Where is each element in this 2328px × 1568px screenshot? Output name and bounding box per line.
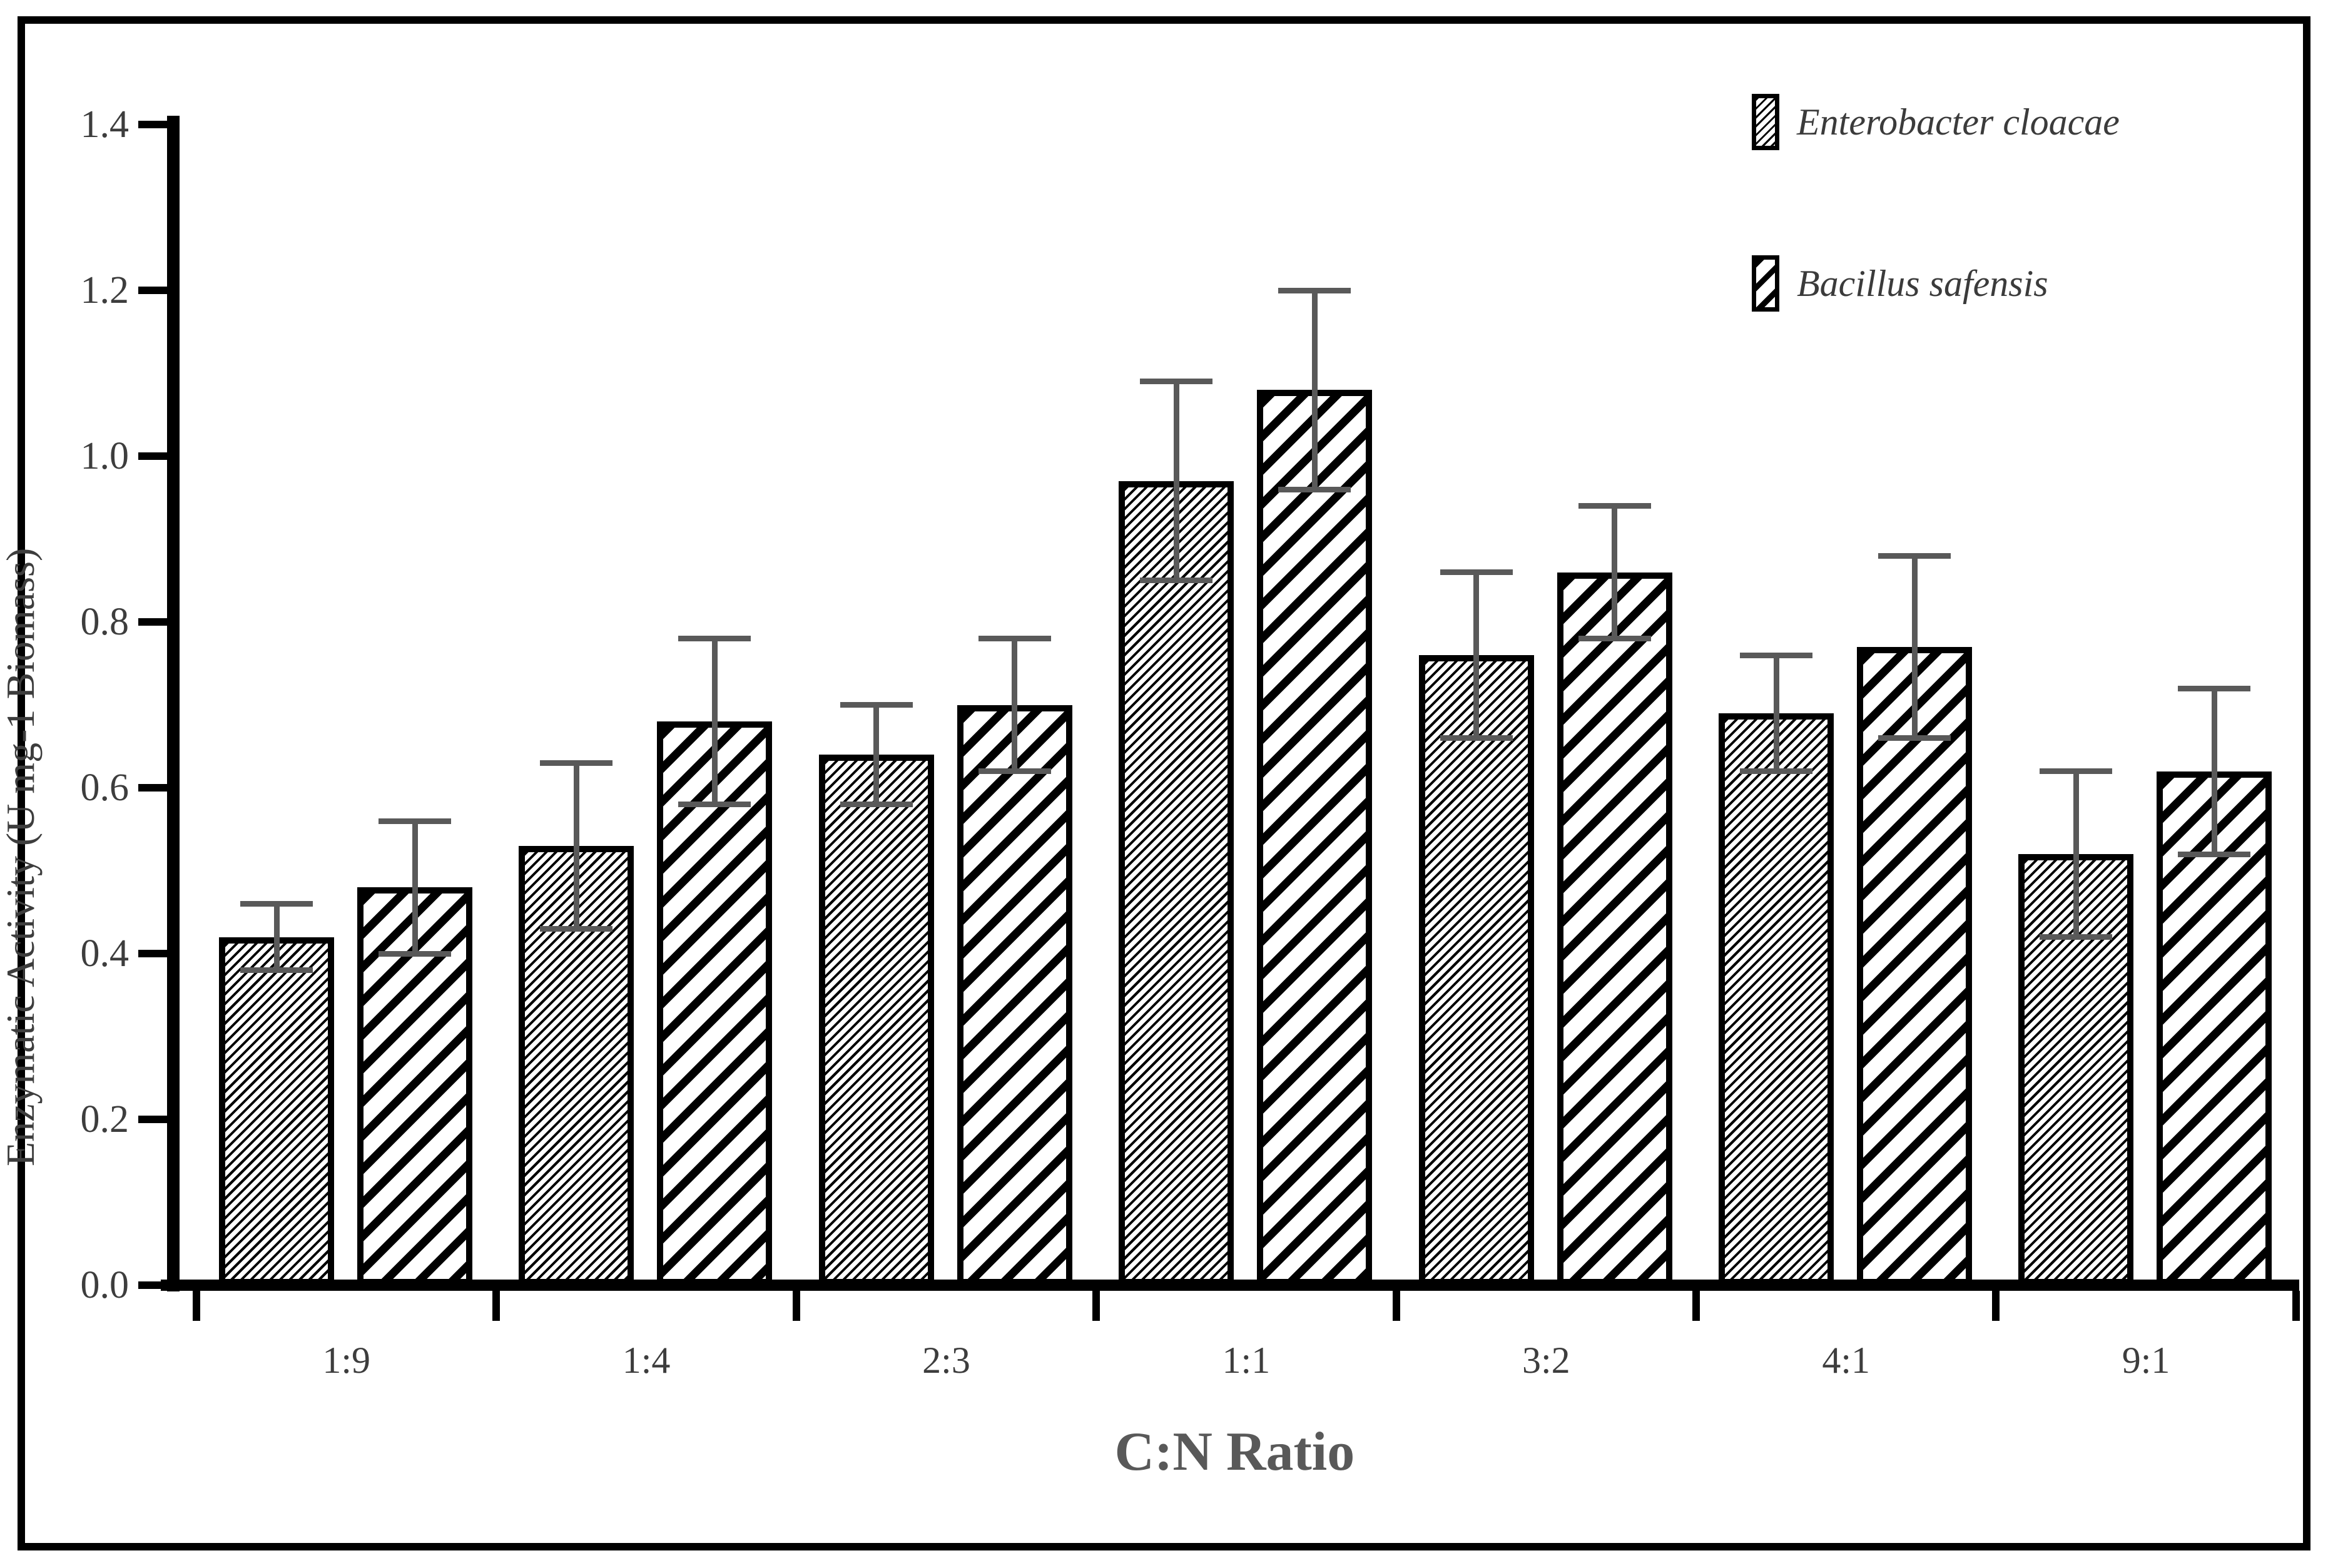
error-bar-cap xyxy=(978,768,1051,774)
bar-bacillus-4-1 xyxy=(1857,646,1972,1285)
x-tick xyxy=(1692,1291,1700,1321)
x-category-label: 9:1 xyxy=(2122,1340,2170,1381)
error-bar xyxy=(412,821,418,954)
y-tick xyxy=(138,287,167,294)
error-bar-cap xyxy=(540,925,613,932)
error-bar-cap xyxy=(1578,636,1651,641)
x-tick xyxy=(193,1291,200,1321)
bar-enterobacter-4-1 xyxy=(1719,713,1834,1285)
error-bar xyxy=(1173,381,1179,581)
x-tick xyxy=(1992,1291,2000,1321)
error-bar-cap xyxy=(2178,685,2251,691)
y-axis-line xyxy=(167,116,180,1291)
bar-bacillus-9-1 xyxy=(2157,771,2272,1285)
error-bar-cap xyxy=(1140,379,1213,385)
error-bar-cap xyxy=(540,760,613,766)
error-bar-cap xyxy=(1440,735,1513,741)
fine-hatch-swatch-icon xyxy=(1752,94,1779,150)
bar-enterobacter-9-1 xyxy=(2018,854,2134,1285)
error-bar-cap xyxy=(240,901,313,907)
error-bar-cap xyxy=(1278,486,1351,492)
y-tick-label: 0.0 xyxy=(80,1264,130,1306)
x-category-label: 1:4 xyxy=(622,1340,671,1381)
error-bar xyxy=(1012,638,1018,771)
bar-bacillus-2-3 xyxy=(957,705,1072,1285)
error-bar-cap xyxy=(240,967,313,973)
error-bar xyxy=(711,638,718,805)
coarse-hatch-swatch-icon xyxy=(1752,255,1779,312)
y-axis-title: Enzymatic Activity (U mg-1 Biomass) xyxy=(0,547,43,1166)
bar-bacillus-3-2 xyxy=(1557,572,1672,1285)
x-category-label: 4:1 xyxy=(1822,1340,1871,1381)
error-bar xyxy=(1311,290,1318,489)
y-tick xyxy=(138,950,167,957)
error-bar xyxy=(1911,556,1918,738)
y-tick xyxy=(138,1116,167,1123)
error-bar xyxy=(2211,688,2217,854)
y-tick xyxy=(138,784,167,792)
error-bar-cap xyxy=(1878,552,1951,559)
y-tick-label: 1.2 xyxy=(80,269,130,312)
x-axis-title: C:N Ratio xyxy=(1114,1422,1355,1482)
x-tick xyxy=(1092,1291,1100,1321)
bar-enterobacter-3-2 xyxy=(1418,655,1534,1285)
error-bar-cap xyxy=(978,636,1051,641)
legend-item: Enterobacter cloacae xyxy=(1752,94,2120,150)
x-category-label: 1:9 xyxy=(322,1340,371,1381)
error-bar-cap xyxy=(2040,934,2113,940)
error-bar-cap xyxy=(840,802,913,807)
y-tick-label: 0.8 xyxy=(80,601,130,643)
x-category-label: 1:1 xyxy=(1222,1340,1271,1381)
y-tick-label: 0.4 xyxy=(80,932,130,975)
legend-item: Bacillus safensis xyxy=(1752,255,2048,312)
error-bar xyxy=(273,904,280,970)
error-bar xyxy=(573,763,579,929)
x-category-label: 3:2 xyxy=(1522,1340,1570,1381)
error-bar-cap xyxy=(1140,578,1213,584)
y-tick-label: 1.0 xyxy=(80,435,130,477)
error-bar-cap xyxy=(1878,735,1951,741)
legend-label: Bacillus safensis xyxy=(1797,263,2048,304)
y-tick xyxy=(138,452,167,460)
error-bar-cap xyxy=(1578,503,1651,509)
x-tick xyxy=(1392,1291,1400,1321)
bar-enterobacter-1-1 xyxy=(1119,481,1234,1285)
error-bar-cap xyxy=(1278,287,1351,293)
x-tick xyxy=(492,1291,501,1321)
y-tick xyxy=(138,1281,167,1289)
y-tick-label: 1.4 xyxy=(80,103,130,146)
bar-bacillus-1-4 xyxy=(657,721,773,1285)
error-bar xyxy=(873,705,880,805)
error-bar-cap xyxy=(678,802,751,807)
error-bar xyxy=(2073,771,2079,937)
error-bar-cap xyxy=(678,636,751,641)
error-bar-cap xyxy=(379,950,451,957)
x-tick xyxy=(792,1291,800,1321)
bar-enterobacter-1-9 xyxy=(219,937,334,1285)
legend-label: Enterobacter cloacae xyxy=(1797,101,2120,143)
error-bar-cap xyxy=(2040,768,2113,774)
error-bar-cap xyxy=(1440,569,1513,575)
error-bar-cap xyxy=(840,702,913,708)
x-category-label: 2:3 xyxy=(922,1340,970,1381)
error-bar xyxy=(1473,572,1480,738)
error-bar xyxy=(1773,655,1779,771)
y-tick-label: 0.2 xyxy=(80,1098,130,1141)
error-bar-cap xyxy=(1740,652,1812,658)
x-tick xyxy=(2292,1291,2300,1321)
y-tick xyxy=(138,618,167,626)
bar-bacillus-1-1 xyxy=(1257,390,1373,1285)
error-bar-cap xyxy=(1740,768,1812,774)
y-tick xyxy=(138,121,167,128)
y-tick-label: 0.6 xyxy=(80,766,130,809)
error-bar xyxy=(1612,506,1618,639)
error-bar-cap xyxy=(379,818,451,824)
bar-enterobacter-2-3 xyxy=(818,755,934,1285)
error-bar-cap xyxy=(2178,851,2251,857)
